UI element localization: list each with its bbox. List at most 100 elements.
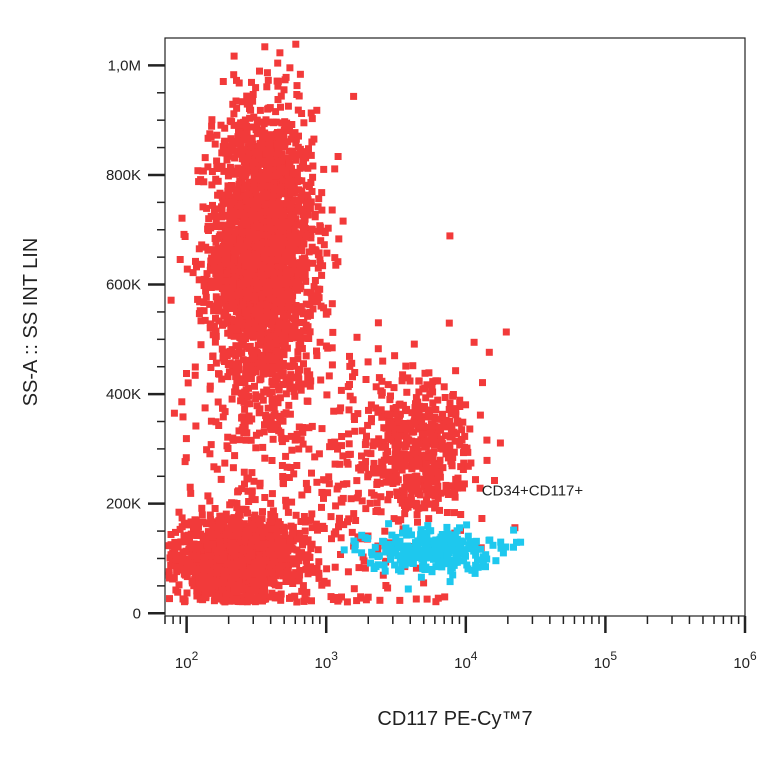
data-point <box>300 334 308 342</box>
data-point <box>256 106 264 114</box>
data-point <box>211 533 219 541</box>
data-point <box>227 291 235 299</box>
data-point <box>279 417 287 425</box>
data-point <box>430 468 438 476</box>
data-point <box>450 448 458 456</box>
data-point <box>274 205 281 213</box>
data-point <box>293 239 301 247</box>
data-point <box>212 332 220 340</box>
data-point <box>274 324 282 332</box>
data-point <box>249 522 257 530</box>
data-point <box>207 516 215 524</box>
data-point <box>239 356 247 364</box>
data-point <box>283 200 291 208</box>
data-point <box>409 460 417 467</box>
data-point <box>315 227 323 235</box>
data-point <box>394 492 401 499</box>
data-point <box>285 176 293 183</box>
data-point <box>382 443 390 450</box>
data-point <box>270 282 277 290</box>
data-point <box>293 207 301 215</box>
data-point <box>328 344 336 352</box>
data-point <box>268 378 276 386</box>
data-point <box>318 206 326 214</box>
data-point <box>194 167 202 175</box>
data-point <box>291 392 299 400</box>
data-point <box>307 109 315 117</box>
data-point <box>234 287 242 295</box>
data-point <box>199 167 207 175</box>
data-point <box>279 473 287 480</box>
data-point <box>303 538 311 546</box>
data-point <box>254 581 262 589</box>
data-point <box>228 144 236 152</box>
data-point <box>438 439 446 447</box>
data-point <box>239 505 247 513</box>
data-point <box>309 162 317 170</box>
data-point <box>287 233 295 241</box>
data-point <box>381 471 389 479</box>
data-point <box>256 308 264 315</box>
data-point <box>300 119 308 127</box>
data-point <box>241 585 249 593</box>
data-point <box>321 227 328 235</box>
data-point <box>281 253 289 260</box>
data-point <box>466 425 474 433</box>
data-point <box>215 422 223 429</box>
data-point <box>269 295 277 303</box>
data-point <box>181 233 189 240</box>
data-point <box>422 394 430 402</box>
data-point <box>456 403 464 410</box>
data-point <box>390 515 398 523</box>
data-point <box>262 557 270 565</box>
data-point <box>227 525 234 532</box>
data-point <box>305 424 313 432</box>
data-point <box>282 280 290 288</box>
data-point <box>178 523 186 531</box>
data-point <box>189 544 197 552</box>
data-point <box>208 585 216 593</box>
data-point <box>311 277 319 284</box>
data-point <box>267 148 275 156</box>
data-point <box>362 438 370 446</box>
data-point <box>231 154 239 162</box>
data-point <box>308 524 316 532</box>
data-point <box>292 313 300 321</box>
data-point <box>194 520 202 528</box>
data-point <box>220 243 227 251</box>
data-point <box>318 425 326 433</box>
data-point <box>302 300 310 308</box>
data-point <box>307 230 315 238</box>
data-point <box>293 430 301 438</box>
data-point <box>212 314 219 322</box>
data-point <box>323 391 331 399</box>
data-point <box>250 207 258 214</box>
data-point <box>282 496 290 504</box>
data-point <box>303 485 311 493</box>
data-point <box>293 91 301 98</box>
data-point <box>243 221 251 229</box>
data-point <box>464 462 472 470</box>
data-point <box>420 475 428 483</box>
data-point <box>251 215 259 223</box>
data-point <box>277 299 285 307</box>
data-point <box>222 536 230 544</box>
data-point <box>252 559 259 567</box>
data-point <box>302 154 310 162</box>
data-point <box>415 377 423 385</box>
data-point <box>288 121 296 128</box>
data-point <box>268 200 276 208</box>
data-point <box>457 511 465 518</box>
data-point <box>394 476 402 484</box>
data-point <box>296 259 304 267</box>
data-point <box>223 277 231 285</box>
data-point <box>218 345 226 353</box>
data-point <box>230 587 238 595</box>
data-point <box>370 465 377 473</box>
data-point <box>258 356 265 364</box>
data-point <box>280 410 288 418</box>
data-point <box>215 164 222 172</box>
data-point <box>288 498 296 506</box>
data-point <box>247 233 255 241</box>
data-point <box>256 301 264 309</box>
